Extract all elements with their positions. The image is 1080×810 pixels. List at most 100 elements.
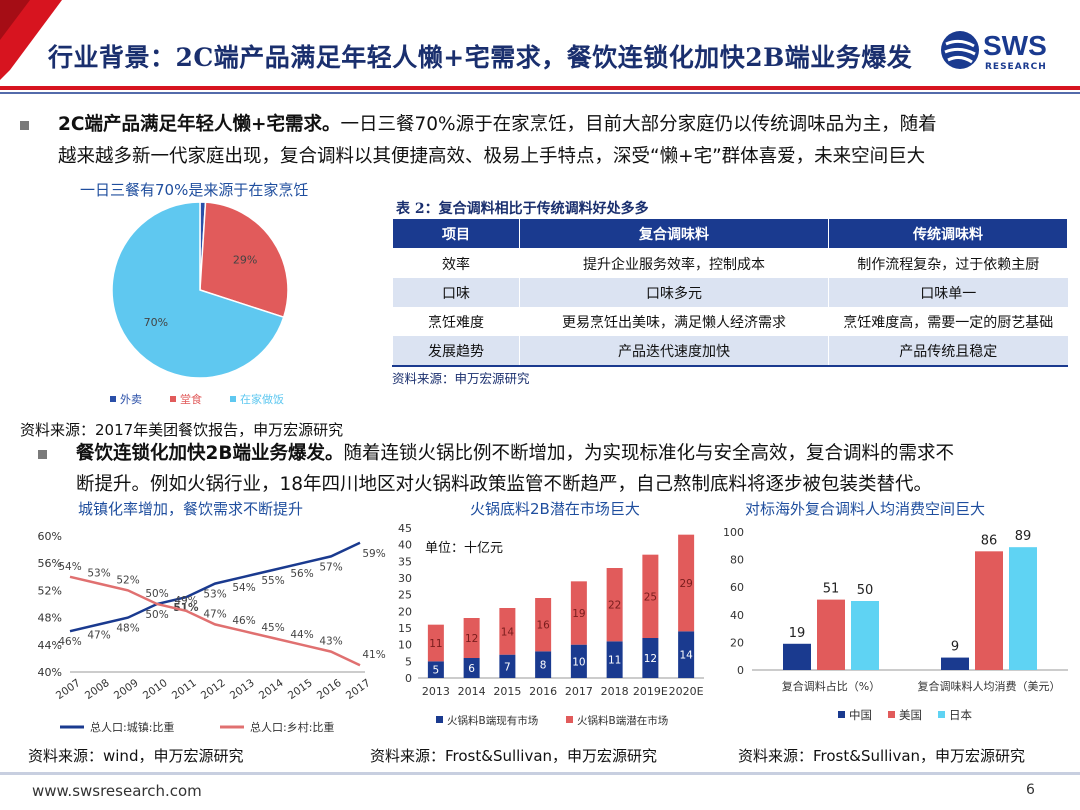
y-tick-label: 56% [38,557,62,570]
data-label: 47% [203,608,226,620]
data-label: 50% [145,588,168,600]
section2-text1: 随着连锁火锅比例不断增加，为实现标准化与安全高效，复合调料的需求不 [343,443,954,464]
x-tick-label: 2013 [422,685,450,698]
bar-segment [606,568,623,642]
legend-label: 总人口:乡村:比重 [250,720,334,734]
data-label: 14 [501,626,515,638]
y-tick-label: 10 [398,639,412,652]
bar-segment [499,654,516,678]
data-label: 10 [572,656,585,668]
legend-swatch [938,711,945,718]
table-cell: 制作流程复杂，过于依赖主厨 [828,248,1068,278]
pie-legend-label: 在家做饭 [240,392,284,406]
data-label: 16 [536,620,550,632]
pie-slice [111,201,285,379]
legend-label: 美国 [899,708,922,722]
y-tick-label: 40 [730,609,744,622]
table-cell: 发展趋势 [392,336,520,366]
bar [1009,547,1037,670]
x-tick-label: 2012 [199,677,228,702]
data-label: 11 [429,638,442,650]
y-tick-label: 30 [398,572,412,585]
table-cell: 效率 [392,248,520,278]
y-tick-label: 20 [730,636,744,649]
bar-segment [427,624,444,662]
line-chart: 40%44%48%52%56%60%2007 2008 2009 2010 2011 20… [38,530,386,734]
data-label: 5 [433,665,440,677]
line-chart-title: 城镇化率增加，餐饮需求不断提升 [78,500,304,518]
legend-swatch [436,716,443,723]
bar-segment [678,534,695,632]
bar [851,601,879,670]
x-tick-label: 2009 [112,677,141,702]
data-label: 22 [608,600,621,612]
table-cell: 烹饪难度高，需要一定的厨艺基础 [828,307,1068,336]
bar-segment [642,638,659,678]
bullet-icon [20,121,29,130]
data-label: 54% [232,582,255,594]
pie-source: 资料来源：2017年美团餐饮报告，申万宏源研究 [20,421,344,439]
section1-line1: 2C端产品满足年轻人懒+宅需求。一日三餐70%源于在家烹饪，目前大部分家庭仍以传… [58,109,937,141]
section1-lead: 2C端产品满足年轻人懒+宅需求。 [58,114,341,135]
x-tick-label: 2011 [170,677,199,702]
table-row: 发展趋势 产品迭代速度加快 产品传统且稳定 [392,336,1068,366]
legend-label: 中国 [849,708,872,722]
legend-swatch [838,711,845,718]
pie-value-label: 29% [233,253,257,266]
legend-swatch [888,711,895,718]
footer-rule [0,772,1080,775]
line-chart-source: 资料来源：wind，申万宏源研究 [28,747,244,765]
bar-segment [535,598,552,652]
logo-text: SWS [983,30,1047,61]
table-cell: 产品传统且稳定 [828,336,1068,366]
table-header-row: 项目 复合调味料 传统调味料 [392,218,1068,249]
data-label: 56% [290,568,313,580]
data-label: 57% [319,561,342,573]
y-tick-label: 100 [723,526,744,539]
pie-legend-swatch [170,396,176,402]
bar [975,551,1003,670]
grouped-bar-chart: 0 20 40 60 80 100 19 51 50 复合调料占比（%） 9 86 89 复合调味料人均消… [723,526,1068,722]
pie-chart: 1% 29% 70% 外卖 堂食 在家做饭 [110,196,289,406]
y-tick-label: 40 [398,539,412,552]
data-label: 48% [116,623,139,635]
stack-chart-unit: 单位：十亿元 [425,541,504,556]
page-title: 行业背景：2C端产品满足年轻人懒+宅需求，餐饮连锁化加快2B端业务爆发 [48,43,913,72]
y-tick-label: 60 [730,581,744,594]
data-label: 53% [203,589,226,601]
table-title: 表 2：复合调料相比于传统调料好处多多 [396,201,649,217]
section2-lead: 餐饮连锁化加快2B端业务爆发。 [76,443,344,464]
y-tick-label: 0 [737,664,744,677]
data-label: 12 [644,653,657,665]
y-tick-label: 44% [38,639,62,652]
data-label: 7 [504,661,511,673]
data-label: 25 [644,591,657,603]
pie-value-label: 1% [194,196,211,199]
group-chart-source: 资料来源：Frost&Sullivan，申万宏源研究 [738,747,1026,765]
section1-text2: 越来越多新一代家庭出现，复合调料以其便捷高效、极易上手特点，深受“懒+宅”群体喜… [58,146,926,167]
data-label: 6 [468,663,475,675]
data-label: 86 [981,533,998,548]
table-cell: 口味 [392,278,520,307]
data-label: 49% [174,595,197,607]
x-tick-label: 2020E [669,685,704,698]
stacked-bar-chart: 0 5 10 15 20 25 30 35 40 45 5 11 2013 6 12 2014 7 14 2015 8… [398,522,704,727]
legend-label: 火锅料B端潜在市场 [577,714,668,727]
section2-line1: 餐饮连锁化加快2B端业务爆发。随着连锁火锅比例不断增加，为实现标准化与安全高效，… [76,438,954,470]
data-label: 52% [116,574,139,586]
y-tick-label: 45 [398,522,412,535]
pie-legend-swatch [230,396,236,402]
data-label: 59% [362,548,385,560]
data-label: 46% [58,636,81,648]
y-tick-label: 20 [398,605,412,618]
x-tick-label: 2016 [529,685,557,698]
table-cell: 提升企业服务效率，控制成本 [519,248,829,278]
y-tick-label: 80 [730,554,744,567]
bar-segment [463,618,480,658]
data-label: 46% [232,615,255,627]
y-tick-label: 0 [405,672,412,685]
data-label: 54% [58,561,81,573]
footer-url[interactable]: www.swsresearch.com [32,782,202,800]
bar-segment [427,661,444,678]
x-tick-label: 2016 [315,677,344,702]
